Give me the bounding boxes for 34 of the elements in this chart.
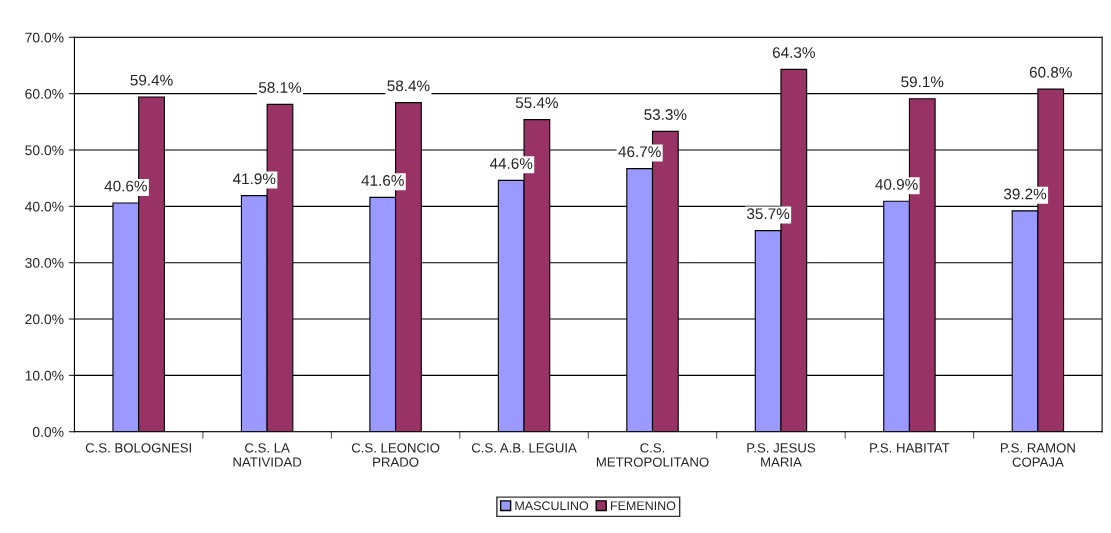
data-label: 44.6% <box>489 158 533 169</box>
x-tick-label: C.S. A.B. LEGUIA <box>471 443 577 453</box>
data-label: 41.9% <box>232 173 276 185</box>
x-tick-label: P.S. JESUS MARIA <box>747 443 816 467</box>
x-tick-label: C.S. LA NATIVIDAD <box>233 443 302 467</box>
legend-label: MASCULINO <box>515 501 589 511</box>
data-label: 39.2% <box>1003 188 1047 200</box>
data-label: 64.3% <box>772 47 815 58</box>
data-label: 58.4% <box>387 80 430 92</box>
x-tick-label: C.S. METROPOLITANO <box>596 443 709 467</box>
data-label: 53.3% <box>644 109 687 120</box>
y-tick-label: 50.0% <box>25 145 64 156</box>
data-label: 41.6% <box>361 175 404 186</box>
data-label: 35.7% <box>747 208 790 220</box>
y-tick-label: 0.0% <box>32 427 64 437</box>
x-tick-label: P.S. HABITAT <box>870 443 950 453</box>
y-tick-label: 40.0% <box>24 201 64 212</box>
data-label: 59.4% <box>130 74 173 86</box>
data-label: 55.4% <box>515 97 559 109</box>
data-label: 46.7% <box>618 146 661 158</box>
y-tick-label: 20.0% <box>25 314 64 325</box>
y-tick-label: 10.0% <box>25 370 64 381</box>
data-label: 60.8% <box>1029 66 1072 78</box>
data-label: 58.1% <box>258 82 302 93</box>
legend-label: FEMENINO <box>610 501 676 511</box>
x-tick-label: P.S. RAMON COPAJA <box>1000 443 1075 467</box>
x-tick-label: C.S. LEONCIO PRADO <box>351 443 440 467</box>
y-tick-label: 60.0% <box>25 88 64 99</box>
data-label: 40.9% <box>875 178 918 190</box>
y-tick-label: 70.0% <box>25 32 64 43</box>
data-label: 59.1% <box>901 76 944 88</box>
x-tick-label: C.S. BOLOGNESI <box>85 443 191 453</box>
data-label: 40.6% <box>104 180 147 192</box>
y-tick-label: 30.0% <box>25 258 64 268</box>
